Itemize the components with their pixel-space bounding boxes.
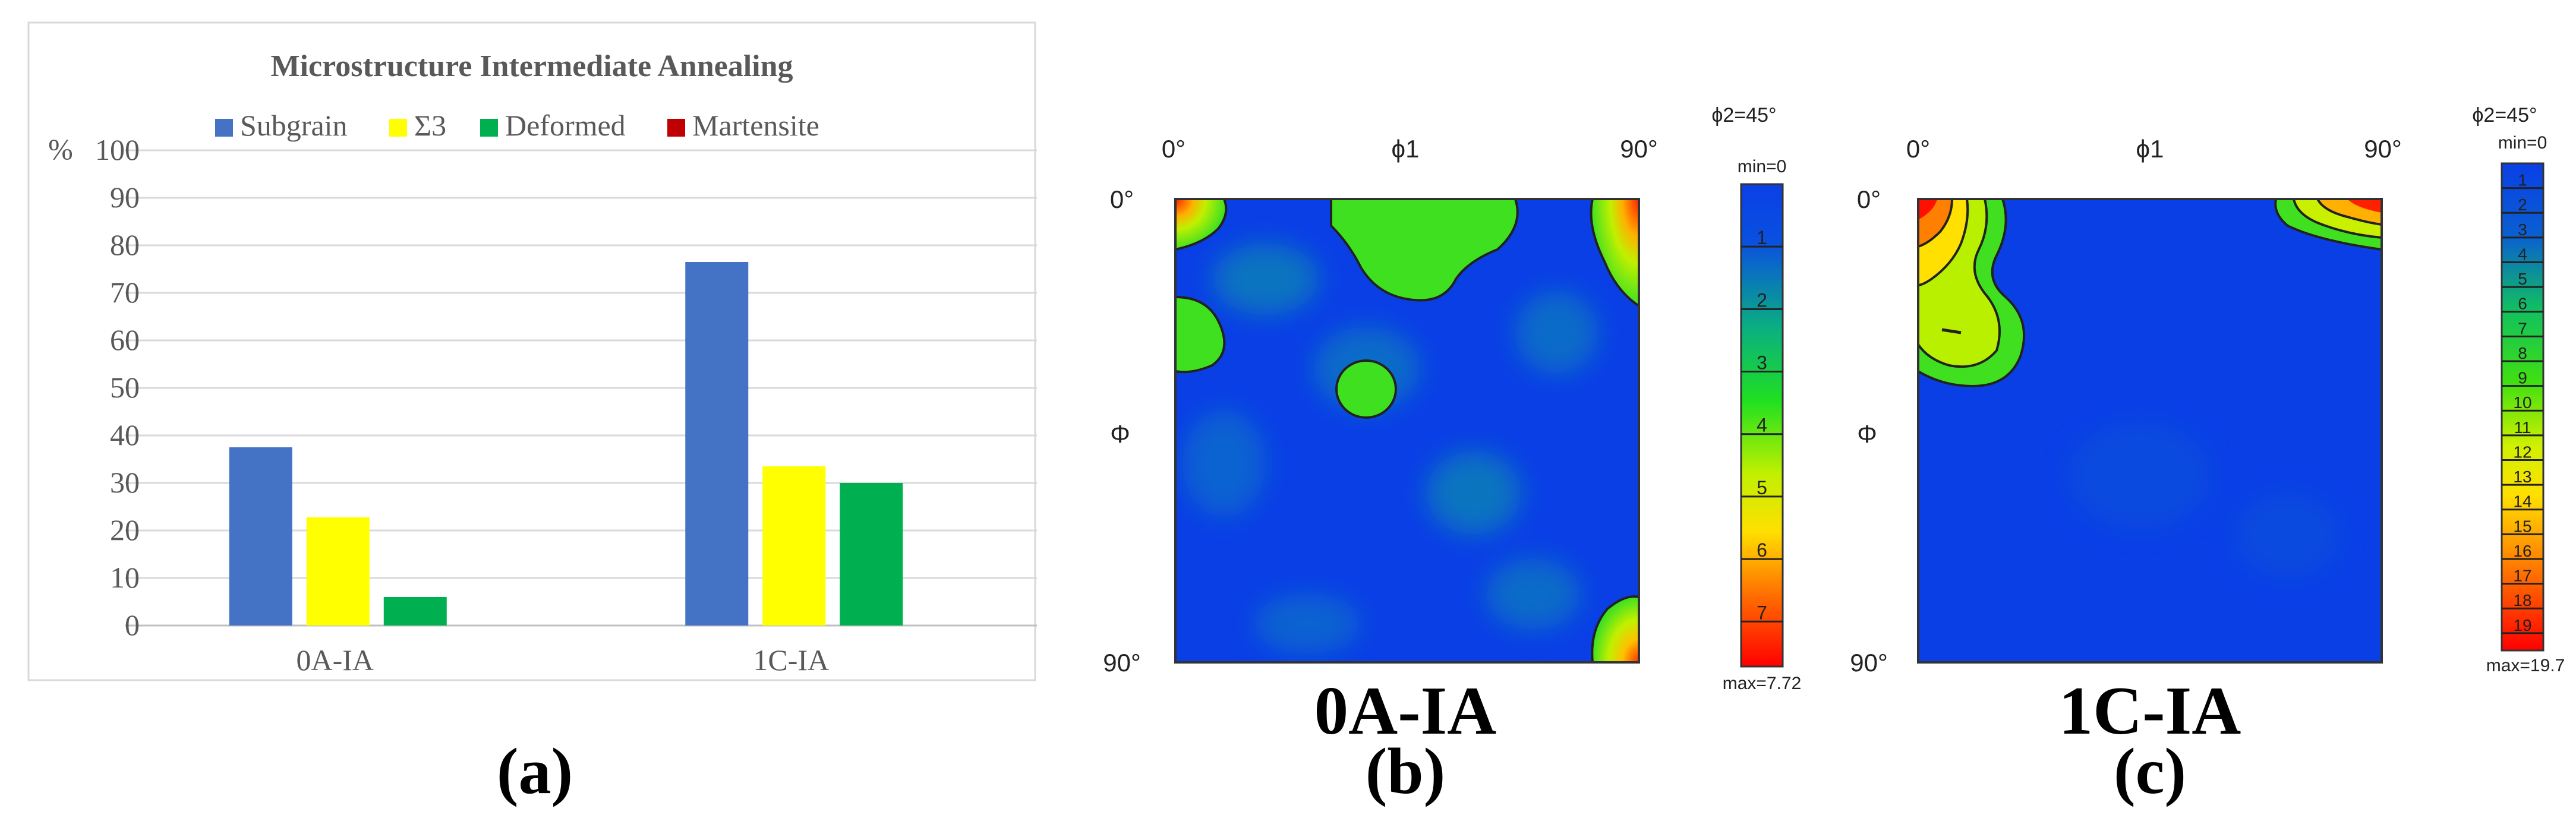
bar-subgrain-1c-ia	[685, 262, 749, 626]
panel-label-c: (c)	[2114, 735, 2186, 807]
scale-tick-label: 2	[1757, 289, 1767, 311]
legend-label-sigma3: Σ3	[414, 109, 446, 142]
odf-y-axis-label: Φ	[1110, 420, 1130, 448]
odf-x-tick-start: 0°	[1162, 135, 1185, 163]
scale-tick-label: 1	[1757, 227, 1767, 248]
odf-section-label: ϕ2=45°	[2472, 104, 2537, 127]
bar-sigma3-1c-ia	[762, 466, 826, 626]
scale-tick-label: 2	[2518, 195, 2527, 214]
odf-frame	[1917, 198, 2383, 664]
odf-y-tick-start: 0°	[1110, 185, 1134, 213]
chart-legend: Subgrain Σ3 Deformed Martensite	[215, 109, 819, 142]
chart-title: Microstructure Intermediate Annealing	[270, 49, 793, 83]
odf-color-scale	[2501, 162, 2545, 652]
scale-tick-label: 11	[2514, 418, 2531, 437]
y-tick-label: 90	[110, 181, 140, 214]
scale-tick-label: 7	[1757, 602, 1767, 623]
y-tick-label: 0	[125, 608, 140, 642]
legend-swatch-sigma3	[389, 119, 407, 137]
odf-x-tick-end: 90°	[2364, 135, 2402, 163]
odf-y-tick-start: 0°	[1857, 185, 1881, 213]
scale-tick-label: 8	[2518, 344, 2527, 362]
y-tick-label: 20	[110, 513, 140, 547]
odf-title: 0A-IA	[1314, 673, 1497, 748]
odf-y-tick-end: 90°	[1850, 649, 1888, 677]
x-tick-labels: 0A-IA 1C-IA	[296, 643, 829, 677]
y-axis-label: %	[48, 132, 73, 166]
y-tick-label: 80	[110, 228, 140, 261]
scale-tick-label: 6	[1757, 539, 1767, 561]
bar-deformed-1c-ia	[840, 483, 903, 626]
odf-title: 1C-IA	[2059, 673, 2241, 748]
scale-tick-label: 4	[1757, 415, 1767, 436]
scale-tick-label: 17	[2513, 567, 2531, 585]
chart-bars	[229, 262, 903, 626]
scale-tick-label: 14	[2513, 492, 2531, 511]
scale-tick-label: 19	[2513, 616, 2531, 634]
bar-subgrain-0a-ia	[229, 447, 292, 626]
odf-frame	[1174, 198, 1640, 664]
scale-tick-label: 3	[2518, 220, 2527, 239]
odf-x-axis-label: ϕ1	[2136, 135, 2164, 163]
bar-chart-panel: Microstructure Intermediate Annealing Su…	[27, 21, 1037, 681]
scale-tick-label: 13	[2513, 468, 2531, 486]
scale-tick-label: 4	[2518, 245, 2527, 263]
legend-swatch-martensite	[667, 119, 685, 137]
odf-scale-max: max=7.72	[1723, 674, 1802, 693]
scale-tick-label: 1	[2518, 171, 2527, 189]
odf-scale-max: max=19.7	[2486, 656, 2565, 675]
odf-scale-min: min=0	[2498, 133, 2547, 153]
legend-label-subgrain: Subgrain	[240, 109, 348, 142]
odf-scale-ticks: 1 2 3 4 5 6 7	[1741, 227, 1783, 623]
odf-x-tick-end: 90°	[1620, 135, 1658, 163]
legend-label-deformed: Deformed	[505, 109, 626, 142]
y-tick-label: 100	[95, 133, 140, 166]
odf-y-axis-label: Φ	[1857, 420, 1877, 448]
y-tick-label: 30	[110, 466, 140, 499]
legend-swatch-deformed	[480, 119, 498, 137]
y-tick-label: 40	[110, 418, 140, 451]
legend-label-martensite: Martensite	[692, 109, 819, 142]
x-tick-label: 0A-IA	[296, 643, 374, 677]
odf-scale-min: min=0	[1738, 157, 1787, 176]
scale-tick-label: 10	[2513, 393, 2531, 412]
scale-tick-label: 9	[2518, 369, 2527, 387]
panel-label-b: (b)	[1366, 735, 1445, 807]
scale-tick-label: 5	[2518, 270, 2527, 288]
odf-panel-0a-ia: 0° ϕ1 90° 0° Φ 90° ϕ2=45° min=0 1234567 …	[1103, 104, 1801, 748]
odf-section-label: ϕ2=45°	[1711, 104, 1776, 127]
scale-tick-label: 15	[2513, 517, 2531, 535]
scale-tick-label: 18	[2513, 591, 2531, 609]
scale-tick-label: 7	[2518, 319, 2527, 337]
panel-label-a: (a)	[497, 735, 573, 807]
odf-color-scale	[1740, 183, 1784, 668]
y-tick-label: 50	[110, 371, 140, 404]
y-tick-label: 60	[110, 323, 140, 356]
odf-contour	[1330, 199, 1519, 302]
odf-x-axis-label: ϕ1	[1392, 135, 1420, 163]
bar-deformed-0a-ia	[383, 597, 447, 626]
x-tick-label: 1C-IA	[753, 643, 829, 677]
y-tick-label: 70	[110, 276, 140, 309]
scale-tick-label: 5	[1757, 477, 1767, 498]
scale-tick-label: 16	[2513, 542, 2531, 560]
odf-map-1c-ia	[1918, 199, 2382, 662]
odf-map-0a-ia	[1175, 199, 1639, 662]
scale-tick-label: 12	[2513, 443, 2531, 461]
scale-tick-label: 6	[2518, 295, 2527, 313]
odf-panel-1c-ia: 0° ϕ1 90° 0° Φ 90° ϕ2=45° min=0 12345678…	[1850, 104, 2565, 748]
odf-x-tick-start: 0°	[1906, 135, 1930, 163]
bar-sigma3-0a-ia	[306, 517, 370, 626]
y-tick-label: 10	[110, 561, 140, 594]
odf-y-tick-end: 90°	[1103, 649, 1141, 677]
legend-swatch-subgrain	[215, 119, 233, 137]
scale-tick-label: 3	[1757, 352, 1767, 374]
